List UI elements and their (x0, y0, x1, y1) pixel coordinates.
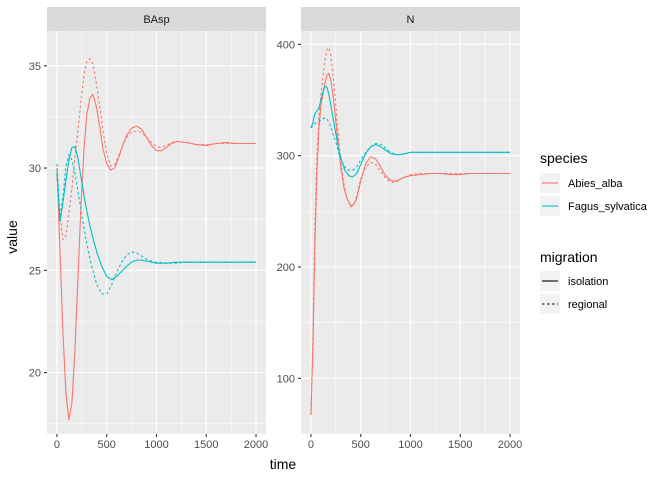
series-lines (56, 58, 257, 421)
gridlines (47, 31, 266, 434)
x-tick-label: 0 (308, 439, 314, 451)
x-tick-label: 1500 (194, 439, 218, 451)
x-tick-label: 2000 (498, 439, 522, 451)
series-line-abies-alba-isolation (56, 93, 257, 421)
y-tick-label: 400 (277, 39, 295, 51)
series-lines (310, 47, 511, 416)
y-tick-label: 35 (29, 61, 41, 73)
y-tick-label: 25 (29, 265, 41, 277)
series-line-fagus-sylvatica-regional (310, 117, 511, 171)
x-tick-label: 0 (54, 439, 60, 451)
strip-background (301, 7, 520, 31)
x-axis: 0 500 1000 1500 2000 (308, 434, 522, 451)
legend-label-isolation: isolation (568, 276, 608, 288)
x-tick-label: 1500 (448, 439, 472, 451)
y-tick-label: 300 (277, 151, 295, 163)
legend-species: species Abies_alba Fagus_sylvatica (540, 150, 648, 216)
x-tick-label: 500 (98, 439, 116, 451)
y-tick-label: 100 (277, 373, 295, 385)
legend-key-background (540, 294, 560, 314)
legend-migration-title: migration (540, 249, 598, 265)
series-line-abies-alba-regional (310, 47, 511, 416)
gridlines (301, 31, 520, 434)
y-tick-label: 30 (29, 163, 41, 175)
strip-background (47, 7, 266, 31)
legend-label-regional: regional (568, 299, 607, 311)
y-axis: 100 200 300 400 (277, 39, 301, 385)
x-axis-title: time (270, 456, 297, 472)
series-line-fagus-sylvatica-isolation (56, 146, 257, 281)
y-tick-label: 20 (29, 368, 41, 380)
x-tick-label: 1000 (398, 439, 422, 451)
legend-label-fagus-sylvatica: Fagus_sylvatica (568, 201, 648, 213)
series-line-abies-alba-regional (56, 58, 257, 241)
y-axis: 20 25 30 35 (29, 61, 47, 380)
legend-species-title: species (540, 150, 587, 166)
legend-label-abies-alba: Abies_alba (568, 178, 623, 190)
x-axis: 0 500 1000 1500 2000 (54, 434, 268, 451)
y-axis-title: value (4, 220, 20, 254)
panel-basp: BAsp 20 25 30 35 0 500 1000 1500 2000 (29, 7, 268, 451)
x-tick-label: 500 (352, 439, 370, 451)
legend-migration: migration isolation regional (540, 249, 608, 314)
x-tick-label: 2000 (244, 439, 268, 451)
strip-label: N (407, 14, 415, 26)
y-tick-label: 200 (277, 262, 295, 274)
x-tick-label: 1000 (144, 439, 168, 451)
series-line-fagus-sylvatica-isolation (310, 86, 511, 178)
panel-n: N 100 200 300 400 0 500 1000 1500 2000 (277, 7, 522, 451)
strip-label: BAsp (143, 14, 169, 26)
